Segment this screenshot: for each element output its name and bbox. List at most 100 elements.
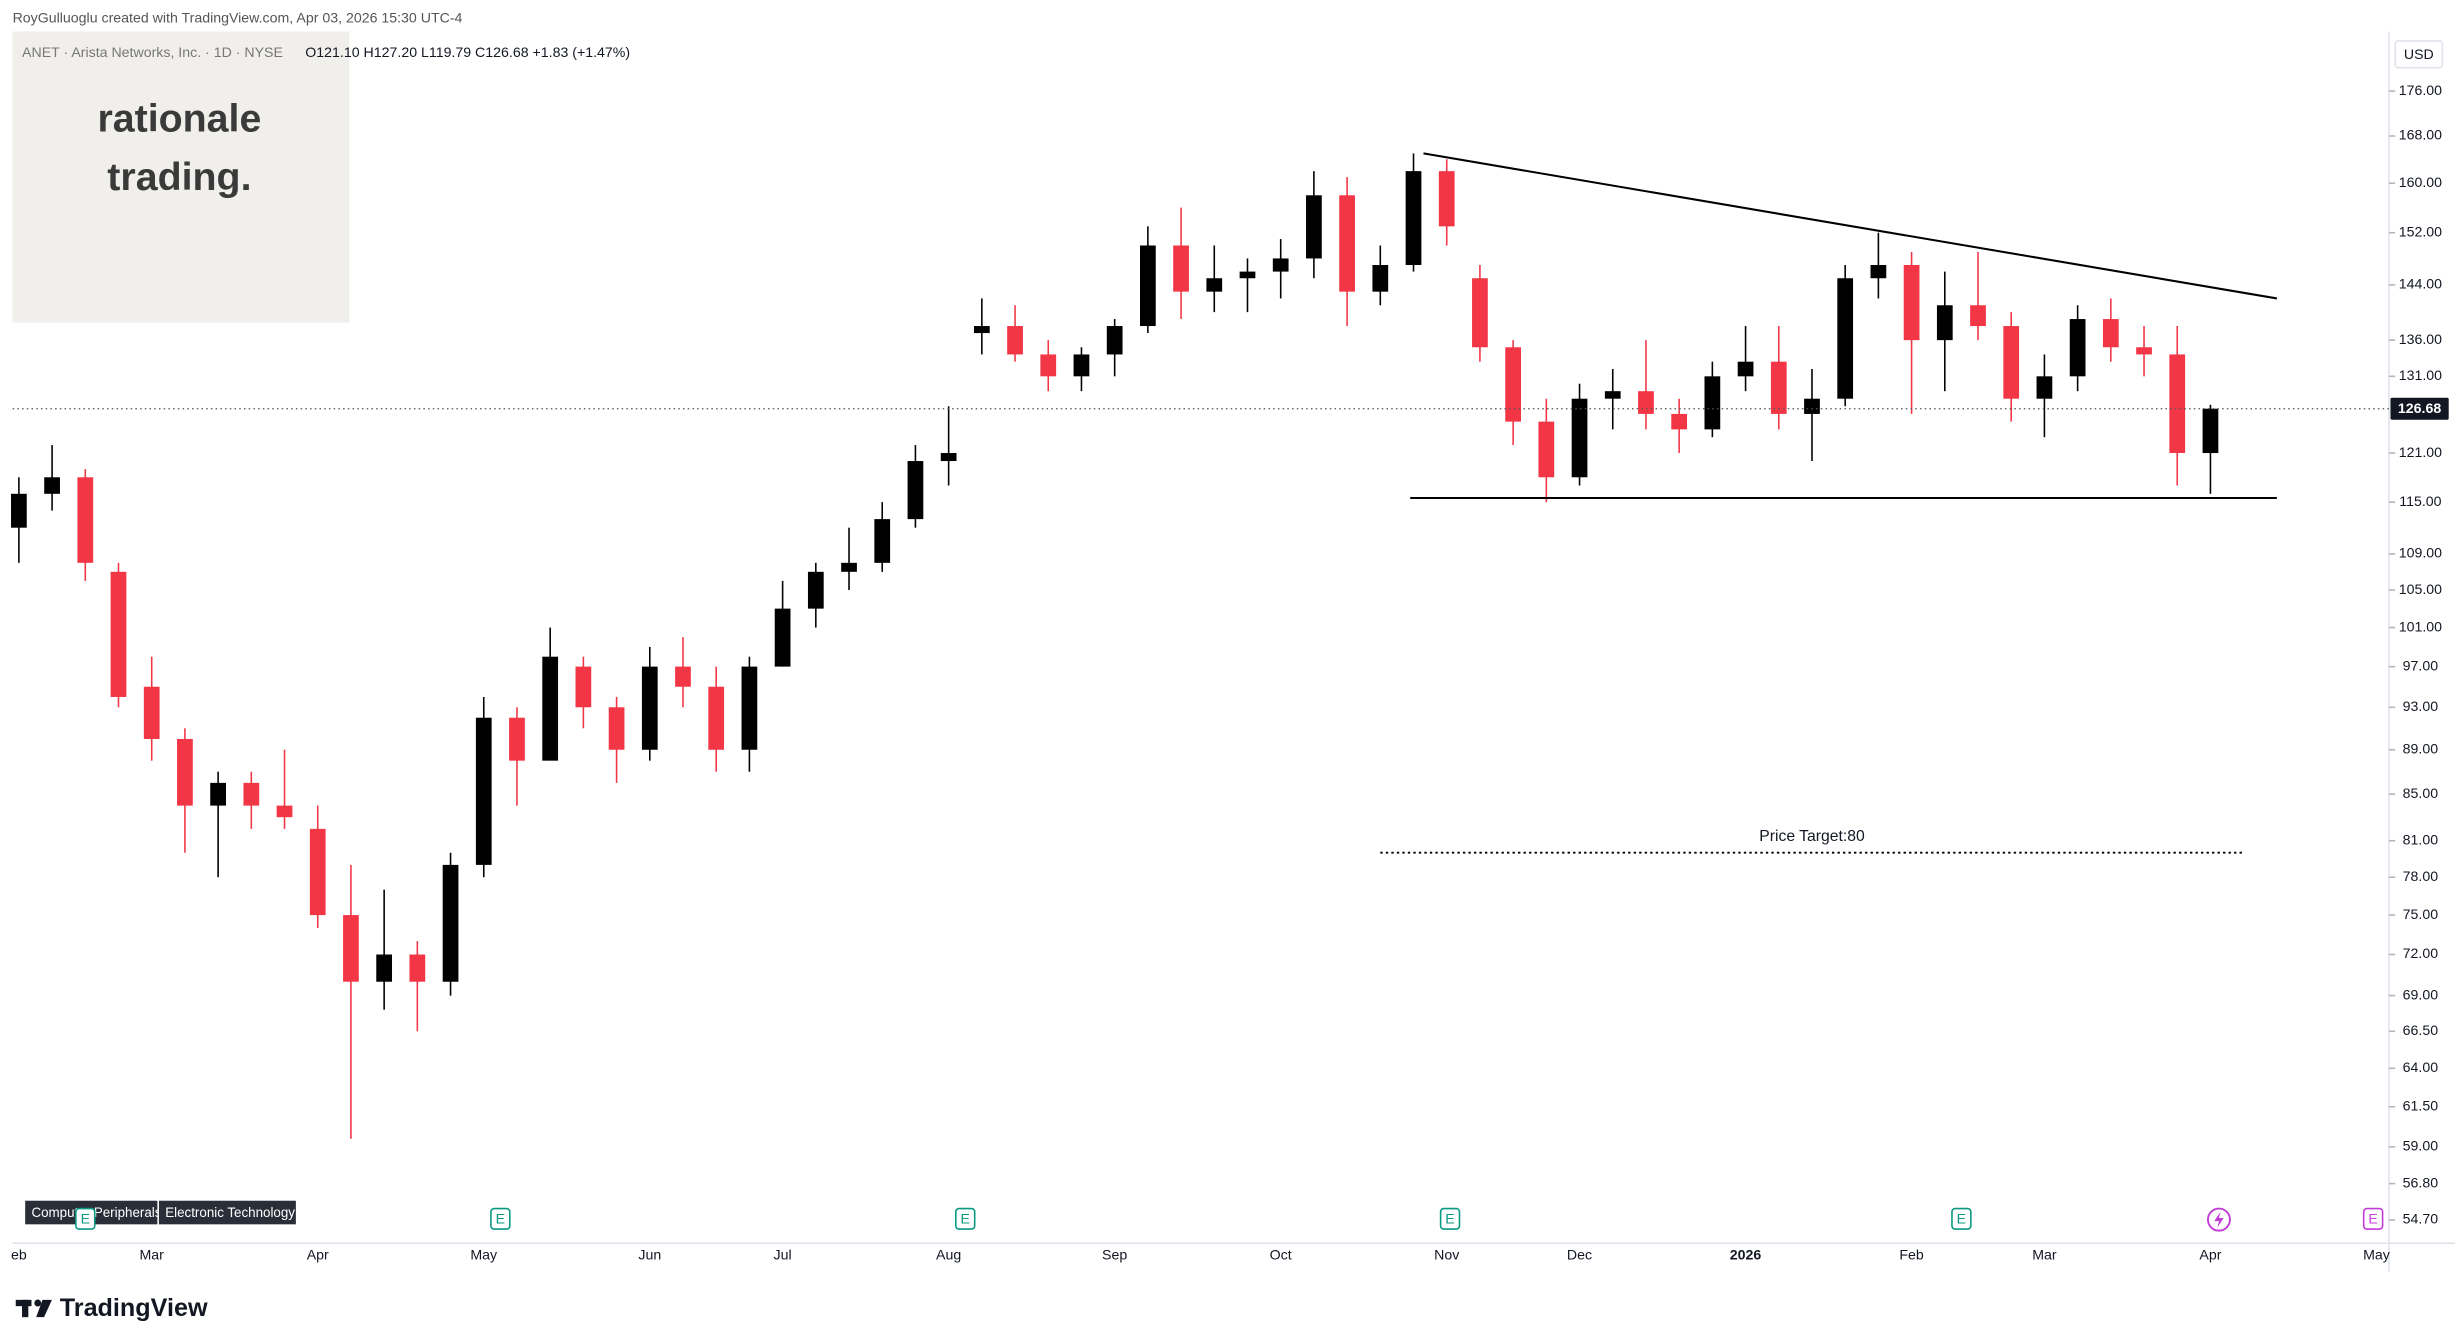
candle-body [309,828,326,916]
x-tick-label: 2026 [1730,1248,1762,1264]
event-label: E [2368,1211,2377,1227]
y-tick-label: 152.00 [2399,224,2442,240]
candle-body [874,519,891,563]
candle-body [807,571,824,609]
credit: RoyGulluoglu created with TradingView.co… [13,11,463,27]
candle-body [1438,171,1455,227]
x-tick-label: Sep [1102,1248,1127,1264]
candle-body [774,608,791,667]
candle-body [1040,354,1057,377]
candle-body [77,477,94,563]
candle-body [1007,326,1023,355]
x-tick-label: Feb [1899,1248,1924,1264]
candle-body [1837,278,1854,399]
y-tick-label: 168.00 [2399,128,2442,144]
y-tick-label: 176.00 [2399,83,2442,99]
x-tick-label: Mar [2032,1248,2057,1264]
currency-box[interactable] [2394,40,2444,69]
y-tick-label: 64.00 [2403,1060,2439,1076]
candle-body [442,864,459,982]
candle-body [1206,278,1223,292]
x-tick-label: Jun [638,1248,661,1264]
candle-body [675,666,691,687]
logo-box [12,31,350,323]
y-tick-label: 105.00 [2399,582,2442,598]
event-label: E [1957,1211,1966,1227]
candle-body [1073,354,1090,377]
y-tick-label: 160.00 [2399,175,2442,191]
quote: O121.10 H127.20 L119.79 C126.68 +1.83 (+… [305,45,630,61]
candle-body [1936,305,1953,341]
last-price-label: 126.68 [2398,401,2441,417]
y-tick-label: 54.70 [2403,1212,2439,1228]
logo-line: rationale [97,97,261,141]
candle-body [1704,376,1721,430]
y-tick-label: 59.00 [2403,1139,2439,1155]
candle-body [475,717,492,865]
candle-body [2036,376,2053,399]
candle-body [177,738,193,806]
candle-body [1372,265,1389,292]
candle-body [1970,305,1986,327]
candle-body [1604,391,1621,399]
y-tick-label: 66.50 [2403,1023,2439,1039]
candle-body [110,571,127,697]
candle-body [1106,326,1123,355]
y-tick-label: 97.00 [2403,658,2439,674]
candle-body [1571,398,1588,478]
candle-body [1339,195,1355,292]
candle-body [1804,398,1820,414]
candle-body [210,782,226,806]
candle-body [2102,319,2119,348]
x-tick-label: Aug [936,1248,961,1264]
x-tick-label: Apr [307,1248,329,1264]
event-icon [2362,1207,2384,1230]
price-target-label: Price Target:80 [1759,828,1865,845]
y-tick-label: 75.00 [2403,907,2439,923]
candle-body [1272,258,1289,272]
candle-body [276,805,293,818]
y-tick-label: 136.00 [2399,332,2442,348]
event-label: E [1445,1211,1454,1227]
x-tick-label: Jul [774,1248,792,1264]
x-tick-label: Nov [1434,1248,1460,1264]
candle-body [940,453,957,462]
candle-body [343,915,359,982]
x-tick-label: May [2363,1248,2391,1264]
currency[interactable]: USD [2404,47,2434,63]
candle-body [143,686,160,739]
y-tick-label: 69.00 [2403,987,2439,1003]
candle-body [1405,171,1422,266]
last-price-box [2390,397,2449,420]
x-tick-label: eb [11,1248,27,1264]
candle-body [907,461,924,520]
candle-body [841,562,857,572]
tag-box[interactable] [158,1200,296,1225]
candle-body [11,493,27,528]
y-tick-label: 72.00 [2403,946,2439,962]
event-icon [1951,1207,1972,1230]
candle-body [1538,421,1555,478]
candle-body [1870,265,1887,279]
y-tick-label: 85.00 [2403,786,2439,802]
y-tick-label: 109.00 [2399,546,2442,562]
y-tick-label: 81.00 [2403,832,2439,848]
candle-body [2003,326,2020,399]
candle-body [243,782,260,806]
tag[interactable]: Electronic Technology [165,1205,295,1220]
event-icon [2214,1211,2224,1228]
candle-body [2069,319,2086,377]
tag[interactable]: Computer Peripherals [31,1205,161,1220]
event-label: E [961,1211,970,1227]
candle-body [973,326,990,334]
candle-body [1140,245,1156,327]
candle-body [2136,347,2152,355]
candle-body [708,686,725,750]
candle-body [509,717,525,761]
x-tick-label: May [470,1248,498,1264]
y-tick-label: 61.50 [2403,1099,2439,1115]
candle-body [1903,265,1920,341]
event-icon [1439,1207,1461,1230]
